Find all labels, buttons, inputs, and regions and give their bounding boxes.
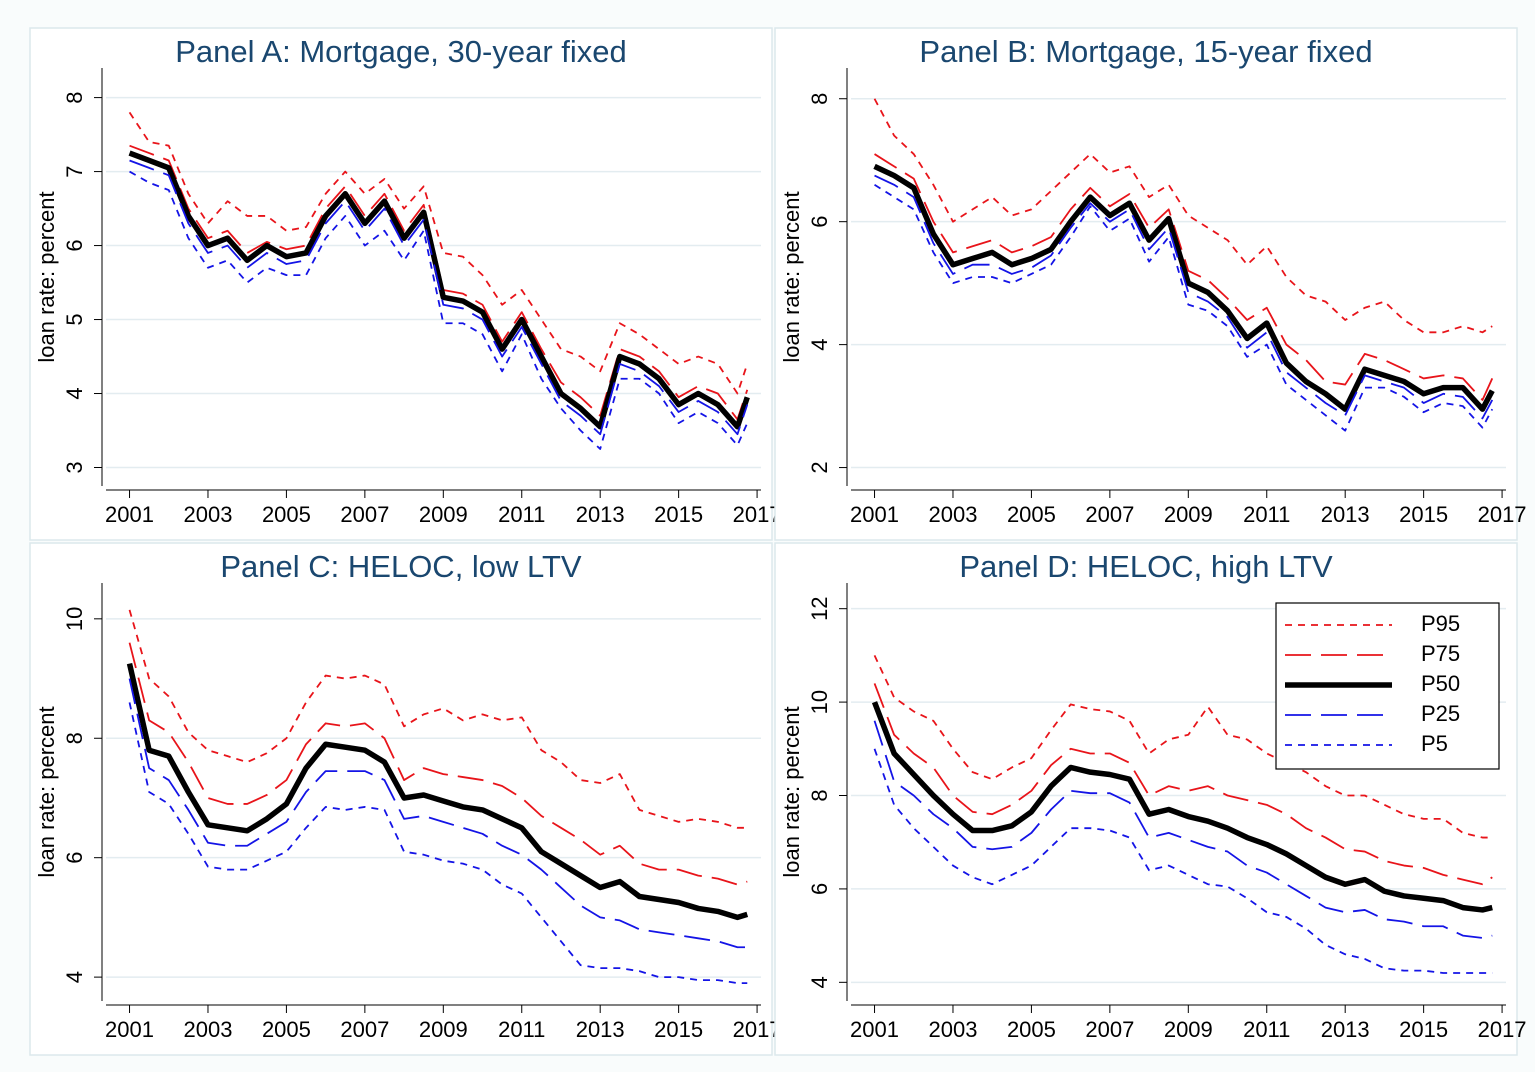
- y-axis-label: loan rate: percent: [779, 191, 804, 362]
- y-axis-label: loan rate: percent: [34, 191, 59, 362]
- y-tick-label: 7: [62, 165, 87, 177]
- series-line: [129, 170, 749, 450]
- series-line: [128, 642, 748, 886]
- x-tick-label: 2009: [419, 1017, 468, 1042]
- series-line: [874, 153, 1494, 401]
- y-tick-label: 12: [807, 596, 832, 620]
- x-tick-label: 2011: [498, 1017, 545, 1042]
- y-tick-label: 4: [62, 971, 87, 983]
- x-tick-label: 2003: [183, 502, 232, 527]
- y-tick-label: 6: [807, 883, 832, 895]
- series-line: [128, 702, 748, 984]
- series-line: [873, 163, 1495, 412]
- series-line: [128, 678, 748, 949]
- series-line: [874, 174, 1494, 420]
- y-tick-label: 6: [62, 239, 87, 251]
- legend-label: P50: [1421, 671, 1460, 696]
- x-tick-label: 2017: [1478, 502, 1527, 527]
- y-tick-label: 8: [807, 93, 832, 105]
- x-tick-label: 2003: [928, 502, 977, 527]
- panel: [29, 27, 773, 541]
- x-tick-label: 2015: [654, 1017, 703, 1042]
- y-axis-label: loan rate: percent: [779, 706, 804, 877]
- series-line: [126, 663, 749, 921]
- legend-label: P95: [1421, 611, 1460, 636]
- x-tick-label: 2017: [733, 1017, 782, 1042]
- y-tick-label: 8: [62, 91, 87, 103]
- x-tick-label: 2011: [1243, 502, 1290, 527]
- series-line: [128, 150, 750, 430]
- y-tick-label: 6: [807, 216, 832, 228]
- series-line: [873, 748, 1493, 974]
- panel-title: Panel D: HELOC, high LTV: [959, 549, 1333, 584]
- legend-label: P25: [1421, 701, 1460, 726]
- x-tick-label: 2009: [419, 502, 468, 527]
- x-tick-label: 2013: [1321, 502, 1370, 527]
- x-tick-label: 2013: [576, 502, 625, 527]
- y-tick-label: 5: [62, 313, 87, 325]
- panel: [29, 542, 773, 1056]
- x-tick-label: 2015: [1399, 1017, 1448, 1042]
- x-tick-label: 2005: [262, 1017, 311, 1042]
- x-tick-label: 2015: [654, 502, 703, 527]
- x-tick-label: 2017: [1478, 1017, 1527, 1042]
- legend-label: P75: [1421, 641, 1460, 666]
- series-line: [873, 98, 1493, 334]
- x-tick-label: 2003: [928, 1017, 977, 1042]
- x-tick-label: 2011: [498, 502, 545, 527]
- x-tick-label: 2013: [576, 1017, 625, 1042]
- x-tick-label: 2015: [1399, 502, 1448, 527]
- x-tick-label: 2003: [183, 1017, 232, 1042]
- series-line: [873, 683, 1493, 886]
- x-tick-label: 2007: [1085, 502, 1134, 527]
- series-line: [873, 720, 1493, 939]
- series-line: [129, 159, 749, 436]
- series-line: [871, 701, 1493, 913]
- x-tick-label: 2001: [105, 1017, 154, 1042]
- y-tick-label: 10: [807, 690, 832, 714]
- x-tick-label: 2001: [850, 502, 899, 527]
- y-tick-label: 6: [62, 852, 87, 864]
- x-tick-label: 2017: [733, 502, 782, 527]
- x-tick-label: 2001: [105, 502, 154, 527]
- x-tick-label: 2009: [1164, 502, 1213, 527]
- series-line: [873, 655, 1493, 839]
- series-line: [128, 609, 748, 829]
- x-tick-label: 2007: [340, 1017, 389, 1042]
- y-tick-label: 10: [62, 607, 87, 631]
- panel: [774, 27, 1518, 541]
- y-tick-label: 8: [62, 732, 87, 744]
- x-tick-label: 2013: [1321, 1017, 1370, 1042]
- legend-label: P5: [1421, 731, 1448, 756]
- y-tick-label: 4: [807, 338, 832, 350]
- series-line: [128, 111, 749, 395]
- y-tick-label: 3: [62, 461, 87, 473]
- y-tick-label: 8: [807, 789, 832, 801]
- x-tick-label: 2011: [1243, 1017, 1290, 1042]
- y-tick-label: 4: [62, 387, 87, 399]
- y-axis-label: loan rate: percent: [34, 706, 59, 877]
- x-tick-label: 2009: [1164, 1017, 1213, 1042]
- y-tick-label: 2: [807, 461, 832, 473]
- x-tick-label: 2007: [1085, 1017, 1134, 1042]
- panel-title: Panel B: Mortgage, 15-year fixed: [919, 34, 1372, 69]
- x-tick-label: 2005: [1007, 1017, 1056, 1042]
- series-line: [874, 184, 1494, 432]
- x-tick-label: 2007: [340, 502, 389, 527]
- x-tick-label: 2005: [1007, 502, 1056, 527]
- panel-title: Panel A: Mortgage, 30-year fixed: [175, 34, 626, 69]
- panel-title: Panel C: HELOC, low LTV: [220, 549, 582, 584]
- x-tick-label: 2001: [850, 1017, 899, 1042]
- x-tick-label: 2005: [262, 502, 311, 527]
- y-tick-label: 4: [807, 976, 832, 988]
